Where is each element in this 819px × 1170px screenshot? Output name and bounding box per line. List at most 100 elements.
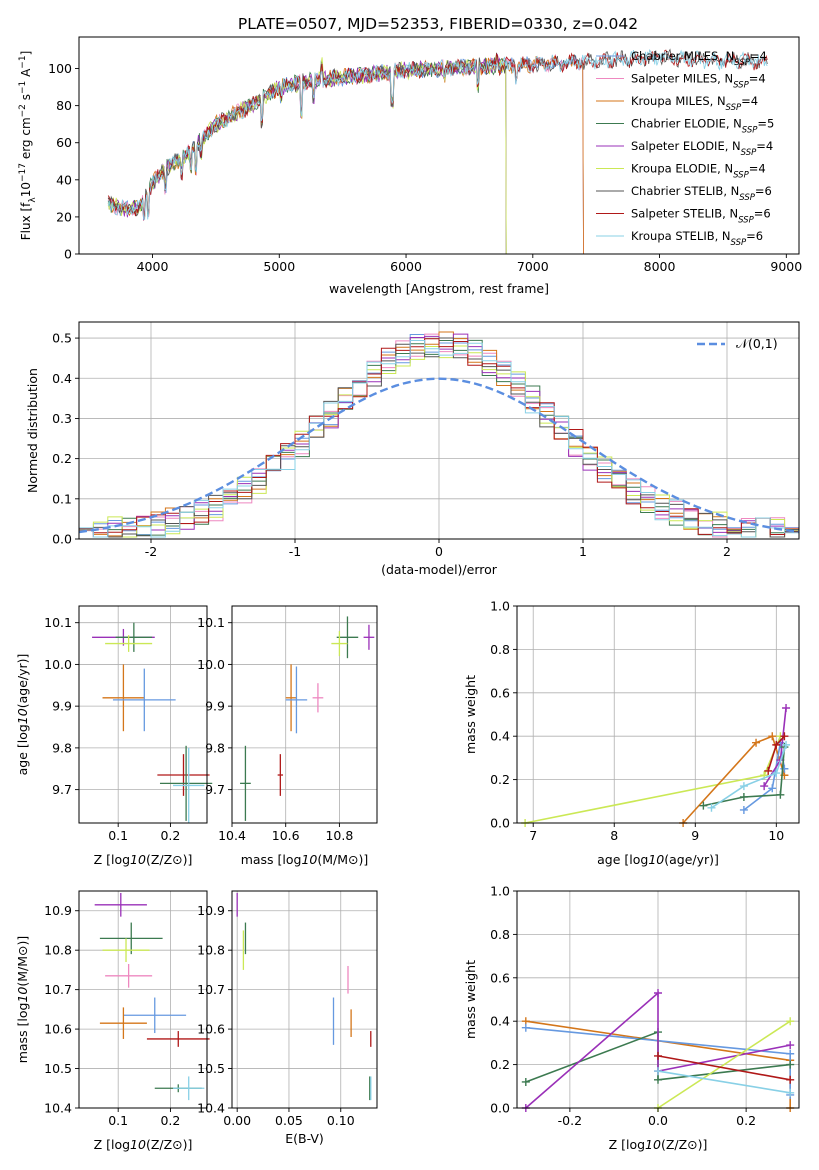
axes-border: [516, 605, 800, 824]
x-tick-label: 10: [768, 828, 784, 843]
axes-border: [231, 890, 378, 1109]
y-tick-label: 10.6: [44, 1022, 72, 1037]
x-tick-label: 2: [723, 544, 731, 559]
x-tick-label: 0.1: [108, 1113, 128, 1128]
plot-area: [78, 331, 800, 538]
weight-line: [657, 1070, 791, 1094]
weight-series: [764, 732, 789, 775]
data-point: [146, 1031, 210, 1047]
legend-entry: Kroupa MILES, NSSP=4: [631, 94, 758, 113]
x-tick-label: -1: [289, 544, 301, 559]
weight-line: [525, 991, 791, 1109]
y-tick-label: 1.0: [490, 884, 510, 899]
figure-title: PLATE=0507, MJD=52353, FIBERID=0330, z=0…: [238, 15, 638, 33]
legend-entry: 𝒩(0,1): [736, 336, 778, 351]
y-tick-label: 0.4: [52, 371, 72, 386]
spectrum-legend: Chabrier MILES, NSSP=4 Salpeter MILES, NS…: [596, 49, 774, 248]
axes-frame: -2 -1 0 1 2 0.0 0.1 0.2 0.3 0.4 0.5: [52, 321, 800, 559]
x-axis-label: Z [log10(Z/Z⊙)]: [609, 1137, 708, 1152]
weight-series: [654, 1067, 795, 1097]
weight-marker: [768, 784, 777, 793]
y-tick-label: 10.5: [197, 1061, 225, 1076]
legend-entry: Chabrier MILES, NSSP=4: [631, 49, 767, 68]
data-point: [102, 664, 145, 732]
weight-marker: [521, 1077, 530, 1086]
y-tick-label: 0: [64, 247, 72, 262]
age-vs-metallicity-panel: 0.1 0.2 9.7 9.8 9.9 10.0 10.1 Z [log10(Z/Z⊙)] ag…: [15, 605, 213, 867]
legend-entry: Chabrier ELODIE, NSSP=5: [631, 117, 774, 136]
legend-entry: Chabrier STELIB, NSSP=6: [631, 184, 772, 203]
x-tick-label: 0.2: [736, 1113, 756, 1128]
plot-area: [521, 988, 795, 1112]
plot-area: [92, 622, 213, 823]
x-axis-label: mass [log10(M/M⊙)]: [241, 852, 369, 867]
grid-lines: [231, 606, 377, 823]
weight-line: [703, 746, 786, 807]
y-axis-label: age [log10(age/yr)]: [15, 654, 30, 776]
weight-marker: [772, 769, 781, 778]
y-tick-label: 10.4: [197, 1101, 225, 1116]
y-tick-label: 9.7: [52, 782, 72, 797]
weight-line: [657, 1020, 791, 1109]
x-tick-label: 10.6: [272, 828, 300, 843]
spectrum-line: [107, 48, 768, 217]
y-tick-label: 60: [56, 135, 72, 150]
y-tick-label: 0.0: [490, 816, 510, 831]
x-tick-label: 0: [435, 544, 443, 559]
weight-marker: [707, 803, 716, 812]
legend-entry: Salpeter STELIB, NSSP=6: [631, 207, 771, 226]
data-point: [285, 666, 308, 734]
y-tick-label: 0.6: [490, 970, 510, 985]
weight-marker: [699, 801, 708, 810]
x-tick-label: 0.0: [648, 1113, 668, 1128]
x-axis-label: wavelength [Angstrom, rest frame]: [329, 281, 549, 296]
weight-line: [657, 1055, 791, 1081]
data-point: [285, 664, 297, 732]
grid-lines: [79, 606, 207, 823]
mass-vs-ebv-panel: 0.00 0.05 0.10 10.4 10.5 10.6 10.7 10.8 10.9 E(B-…: [197, 890, 378, 1146]
y-axis-label: mass [log10(M/M⊙)]: [15, 936, 30, 1064]
weight-marker: [776, 790, 785, 799]
data-point: [105, 635, 153, 652]
y-tick-label: 9.9: [52, 699, 72, 714]
y-tick-label: 20: [56, 209, 72, 224]
weight-marker: [780, 764, 789, 773]
x-tick-label: 8000: [644, 259, 676, 274]
y-tick-label: 10.6: [197, 1022, 225, 1037]
axes-border: [78, 36, 800, 255]
x-tick-label: 10.4: [218, 828, 246, 843]
data-point: [363, 624, 375, 650]
data-point: [240, 745, 251, 821]
y-tick-label: 0.3: [52, 411, 72, 426]
axes-frame: 0.00 0.05 0.10 10.4 10.5 10.6 10.7 10.8 10.9: [197, 890, 378, 1128]
data-point: [102, 938, 150, 963]
x-tick-label: -0.2: [558, 1113, 582, 1128]
data-point: [157, 754, 210, 796]
x-tick-label: 9000: [770, 259, 802, 274]
weight-marker: [739, 782, 748, 791]
y-tick-label: 0.6: [490, 685, 510, 700]
grid-lines: [517, 605, 799, 824]
y-tick-label: 0.8: [490, 927, 510, 942]
data-point: [99, 1007, 147, 1039]
weight-marker: [768, 732, 777, 741]
legend-entry: Salpeter ELODIE, NSSP=4: [631, 139, 773, 158]
age-vs-mass-panel: 10.4 10.6 10.8 9.7 9.8 9.9 10.0 10.1 mass [log10…: [197, 605, 378, 867]
weight-marker: [760, 782, 769, 791]
weight-line: [711, 744, 787, 809]
y-tick-label: 0.4: [490, 729, 510, 744]
x-tick-label: 0.1: [108, 828, 128, 843]
x-axis-label: E(B-V): [285, 1131, 324, 1146]
x-axis-label: (data-model)/error: [381, 562, 498, 577]
data-point: [312, 683, 324, 713]
x-tick-label: -2: [145, 544, 157, 559]
y-tick-label: 40: [56, 172, 72, 187]
legend-entry: Kroupa STELIB, NSSP=6: [631, 229, 763, 248]
y-tick-label: 0.0: [52, 532, 72, 547]
y-tick-label: 0.5: [52, 331, 72, 346]
axes-frame: 7 8 9 10 0.0 0.2 0.4 0.6 0.8 1.0: [490, 599, 800, 843]
y-tick-label: 10.4: [44, 1101, 72, 1116]
plot-area: [521, 703, 791, 827]
y-tick-label: 9.8: [52, 740, 72, 755]
plot-area: [107, 48, 768, 255]
